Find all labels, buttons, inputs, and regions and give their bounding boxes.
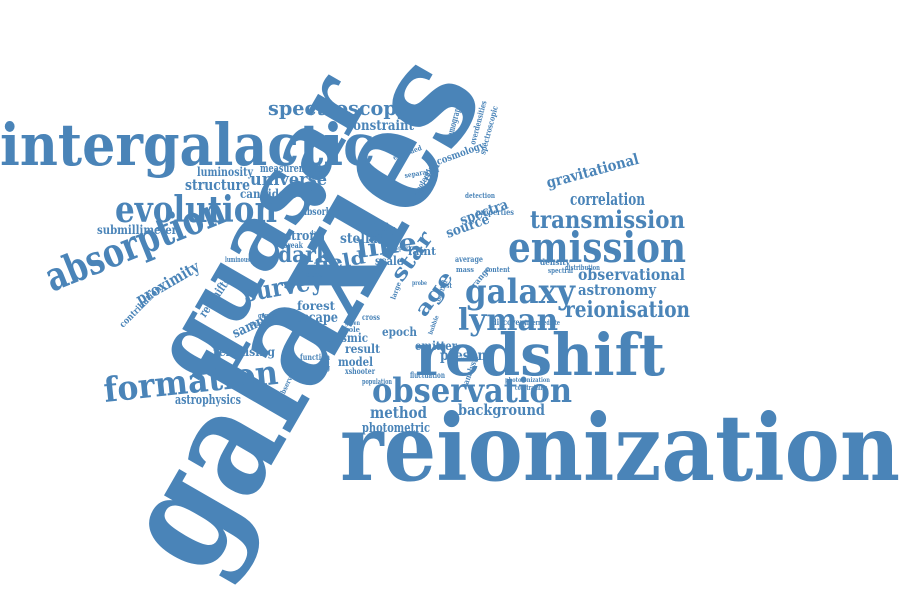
word-emission: emission <box>508 223 686 272</box>
word-spectral: spectral <box>548 266 573 275</box>
word-intergalactic: intergalactic <box>0 111 375 179</box>
word-gravitational: gravitational <box>544 150 641 192</box>
word-transmission: transmission <box>530 205 685 234</box>
word-astrophysics: astrophysics <box>175 393 241 408</box>
word-content: content <box>485 265 511 274</box>
word-correlation: correlation <box>570 190 645 210</box>
word-observational: observational <box>578 265 685 284</box>
word-constraint: constraint <box>346 118 414 134</box>
word-intermediate: intermediate <box>525 318 560 327</box>
word-function: function <box>300 352 330 362</box>
word-alma: alma <box>371 219 389 229</box>
word-spectroscopy: spectroscopy <box>268 96 409 120</box>
word-galaxy: galaxy <box>465 272 576 312</box>
word-background: background <box>458 401 545 419</box>
word-broad: broad <box>366 227 396 238</box>
word-general: general <box>258 311 280 320</box>
word-rest: rest <box>440 281 453 290</box>
word-density: density <box>540 257 570 267</box>
word-astronomy: astronomy <box>578 281 657 299</box>
word-strong: strong <box>285 229 325 244</box>
word-fresco: fresco <box>300 269 323 279</box>
word-discovery: discovery <box>492 317 527 327</box>
word-parallel: parallel <box>250 319 272 328</box>
word-properties: properties <box>476 207 514 217</box>
word-cosmic: cosmic <box>328 331 368 345</box>
word-method: method <box>370 403 427 422</box>
word-redshift: redshift <box>415 321 665 389</box>
word-report: report <box>393 245 411 252</box>
word-average: average <box>455 254 483 264</box>
word-luminous: luminous <box>225 255 250 264</box>
word-lensing: lensing <box>305 363 330 372</box>
word-emitter: emitter <box>415 339 458 353</box>
word-reionising: reionising <box>213 345 276 359</box>
word-evolution: evolution <box>115 189 277 231</box>
word-reionisation: reionisation <box>565 297 690 323</box>
word-structure: structure <box>185 176 250 194</box>
word-dark: dark <box>278 242 331 268</box>
word-absorber: absorber <box>302 207 341 218</box>
word-model: model <box>338 355 373 369</box>
word-photoionization: photoionization <box>505 377 551 384</box>
word-submillimeter: submillimeter <box>97 223 178 237</box>
word-distribution: distribution <box>565 263 600 272</box>
word-role: role <box>345 325 361 334</box>
word-fluctuation: fluctuation <box>410 370 445 380</box>
word-detection: detection <box>465 191 495 200</box>
word-stellar: stellar <box>340 231 385 247</box>
word-lyman: lyman <box>458 303 558 338</box>
word-observation: observation <box>372 371 572 411</box>
word-green: green <box>345 320 360 327</box>
word-faint: faint <box>408 245 437 258</box>
word-universe: universe <box>250 170 327 190</box>
word-escape: escape <box>295 310 338 326</box>
word-data: data <box>310 230 322 237</box>
word-scale: scale <box>375 254 403 268</box>
word-luminosity: luminosity <box>197 165 254 179</box>
word-reionization: reionization <box>340 394 900 502</box>
word-cross: cross <box>362 312 380 322</box>
word-forest: forest <box>297 299 335 313</box>
word-result: result <box>345 342 380 356</box>
word-photometric: photometric <box>362 421 430 436</box>
word-present: present <box>440 348 492 364</box>
word-candidate: candidate <box>240 187 297 201</box>
word-mass: mass <box>456 265 474 274</box>
word-population: population <box>362 377 392 386</box>
word-measurement: measurement <box>260 162 323 175</box>
word-xshooter: xshooter <box>345 366 376 376</box>
word-epoch: epoch <box>382 325 417 339</box>
word-constraining: constraining <box>515 383 547 392</box>
word-probe: probe <box>412 280 427 287</box>
word-break: break <box>283 240 303 250</box>
